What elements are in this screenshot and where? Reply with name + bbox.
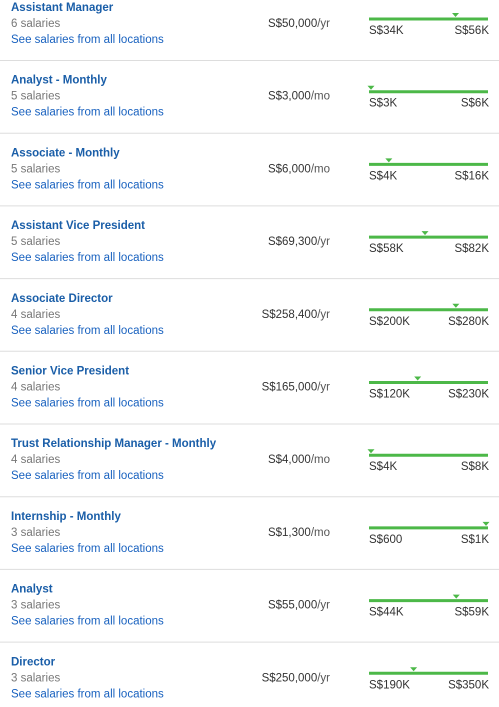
salary-marker [421,231,429,236]
range-high: S$1K [461,534,489,546]
job-title[interactable]: Senior Vice President [11,366,129,378]
salary-marker [385,158,393,163]
salary-count: 4 salaries [11,454,60,466]
range-low: S$4K [369,170,397,182]
range-high: S$16K [454,170,489,182]
range-high: S$56K [454,25,489,37]
location-link[interactable]: See salaries from all locations [11,398,164,410]
salary-amount: S$250,000 [262,672,318,684]
range-low: S$120K [369,389,410,401]
range-high: S$8K [461,461,489,473]
salary-count: 4 salaries [11,309,60,321]
range-low: S$190K [369,679,410,691]
salary-unit: /yr [317,600,330,612]
salary-amount: S$69,300 [268,236,317,248]
location-link[interactable]: See salaries from all locations [11,325,164,337]
job-title[interactable]: Analyst [11,584,53,596]
salary-count: 4 salaries [11,382,60,394]
salary-amount: S$6,000 [268,163,311,175]
job-title[interactable]: Director [11,656,56,668]
range-high: S$280K [448,316,489,328]
salary-amount: S$55,000 [268,600,317,612]
job-title[interactable]: Internship - Monthly [11,511,121,523]
location-link[interactable]: See salaries from all locations [11,616,164,628]
salary-marker [367,85,375,90]
salary-amount: S$4,000 [268,454,311,466]
salary-unit: /mo [311,91,330,103]
salary-count: 6 salaries [11,18,60,30]
location-link[interactable]: See salaries from all locations [11,543,164,555]
job-title[interactable]: Trust Relationship Manager - Monthly [11,438,217,450]
salary: S$50,000/yr [268,18,330,30]
salary-marker [482,521,490,526]
salary-unit: /mo [311,527,330,539]
salary-marker [452,303,460,308]
range-high: S$350K [448,679,489,691]
location-link[interactable]: See salaries from all locations [11,34,164,46]
salary-unit: /yr [317,236,330,248]
salary-unit: /yr [317,18,330,30]
salary: S$6,000/mo [268,163,330,175]
job-title[interactable]: Analyst - Monthly [11,75,107,87]
range-high: S$82K [454,243,489,255]
range-low: S$200K [369,316,410,328]
job-title[interactable]: Assistant Manager [11,2,114,14]
salary-count: 3 salaries [11,527,60,539]
salary-marker [414,376,422,381]
salary-count: 3 salaries [11,672,60,684]
salary-marker [452,13,460,17]
salary: S$250,000/yr [262,672,331,684]
location-link[interactable]: See salaries from all locations [11,252,164,264]
range-low: S$3K [369,98,397,110]
salary-amount: S$258,400 [262,309,318,321]
salary-unit: /yr [317,672,330,684]
salary: S$55,000/yr [268,600,330,612]
salary-count: 5 salaries [11,236,60,248]
salary: S$3,000/mo [268,91,330,103]
location-link[interactable]: See salaries from all locations [11,107,164,119]
job-title[interactable]: Associate - Monthly [11,147,120,159]
salary-marker [452,594,460,599]
range-low: S$44K [369,607,404,619]
range-low: S$58K [369,243,404,255]
salary: S$165,000/yr [262,382,331,394]
salary: S$1,300/mo [268,527,330,539]
salary-unit: /yr [317,309,330,321]
salary-amount: S$165,000 [262,382,318,394]
salary-count: 5 salaries [11,91,60,103]
salary: S$258,400/yr [262,309,331,321]
salary-marker [410,667,418,672]
salary-count: 3 salaries [11,600,60,612]
job-title[interactable]: Assistant Vice President [11,220,145,232]
salary-unit: /yr [317,382,330,394]
range-low: S$600 [369,534,402,546]
range-high: S$59K [454,607,489,619]
range-low: S$34K [369,25,404,37]
range-high: S$6K [461,98,489,110]
location-link[interactable]: See salaries from all locations [11,179,164,191]
salary-unit: /mo [311,454,330,466]
salary: S$69,300/yr [268,236,330,248]
salary-unit: /mo [311,163,330,175]
range-low: S$4K [369,461,397,473]
salary: S$4,000/mo [268,454,330,466]
location-link[interactable]: See salaries from all locations [11,470,164,482]
salary-amount: S$50,000 [268,18,317,30]
salary-count: 5 salaries [11,163,60,175]
range-high: S$230K [448,389,489,401]
salary-amount: S$3,000 [268,91,311,103]
salary-marker [367,449,375,454]
salary-amount: S$1,300 [268,527,311,539]
location-link[interactable]: See salaries from all locations [11,688,164,700]
job-title[interactable]: Associate Director [11,293,113,305]
